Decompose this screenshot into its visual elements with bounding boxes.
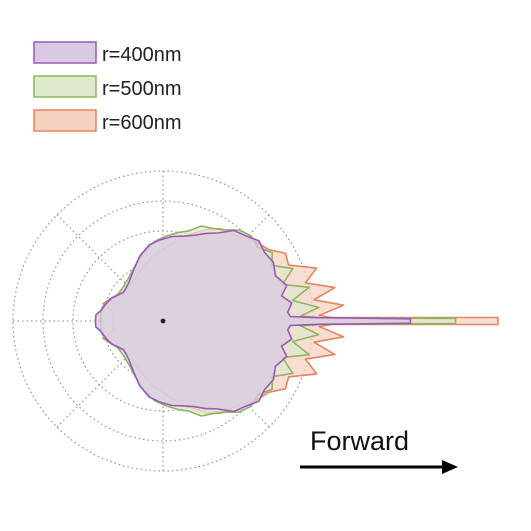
legend-swatch-r500: [33, 75, 97, 98]
legend-label-r600: r=600nm: [102, 112, 182, 134]
legend-label-r500: r=500nm: [102, 78, 182, 100]
legend-swatch-r400: [33, 41, 97, 64]
forward-arrow-head: [442, 460, 458, 474]
forward-label: Forward: [310, 426, 409, 456]
legend-entry-r400: r=400nm: [33, 41, 182, 66]
legend-entry-r600: r=600nm: [33, 109, 182, 134]
series-layer: [94, 225, 499, 417]
legend-entry-r500: r=500nm: [33, 75, 182, 100]
legend: r=400nm r=500nm r=600nm: [33, 41, 182, 134]
chart-center-dot: [160, 318, 166, 324]
forward-indicator: Forward: [300, 426, 458, 474]
legend-label-r400: r=400nm: [102, 44, 182, 66]
series-r-400nm: [94, 229, 412, 413]
legend-swatch-r600: [33, 109, 97, 132]
